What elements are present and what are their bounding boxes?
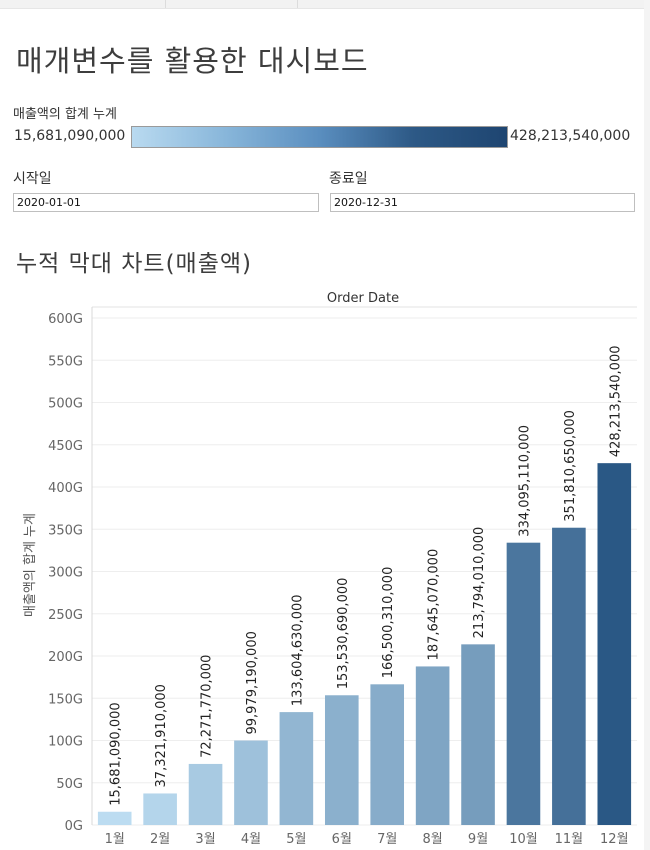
color-legend-max: 428,213,540,000 bbox=[510, 128, 631, 144]
bar-12[interactable] bbox=[597, 463, 632, 825]
bar-value-label: 428,213,540,000 bbox=[608, 346, 623, 458]
bar-value-label: 351,810,650,000 bbox=[563, 410, 578, 522]
bar-6[interactable] bbox=[324, 695, 359, 825]
bar-value-label: 334,095,110,000 bbox=[517, 425, 532, 537]
x-tick-label: 4월 bbox=[241, 832, 261, 847]
x-tick-label: 11월 bbox=[555, 832, 584, 847]
y-tick-label: 300G bbox=[48, 566, 83, 581]
color-legend-title: 매출액의 합계 누계 bbox=[13, 107, 117, 122]
bar-2[interactable] bbox=[143, 793, 177, 825]
data-labels: 15,681,090,000 37,321,910,000 72,271,770,0… bbox=[109, 346, 624, 806]
toolbar-divider bbox=[165, 0, 166, 8]
top-toolbar bbox=[0, 0, 650, 9]
color-legend-min: 15,681,090,000 bbox=[14, 128, 126, 144]
bar-value-label: 72,271,770,000 bbox=[200, 655, 215, 758]
bar-8[interactable] bbox=[415, 666, 450, 825]
y-tick-label: 100G bbox=[48, 735, 83, 750]
bar-value-label: 153,530,690,000 bbox=[336, 578, 351, 690]
y-tick-label: 200G bbox=[48, 650, 83, 665]
bar-10[interactable] bbox=[506, 542, 541, 825]
bar-value-label: 15,681,090,000 bbox=[109, 702, 124, 805]
y-tick-label: 500G bbox=[48, 397, 83, 412]
scroll-track[interactable] bbox=[644, 0, 650, 850]
gridlines bbox=[92, 317, 637, 826]
x-tick-label: 7월 bbox=[377, 832, 397, 847]
bar-value-label: 187,645,070,000 bbox=[427, 549, 442, 661]
y-tick-label: 600G bbox=[48, 312, 83, 327]
y-tick-label: 250G bbox=[48, 608, 83, 623]
end-date-input[interactable]: 2020-12-31 bbox=[330, 193, 635, 212]
x-tick-label: 8월 bbox=[423, 832, 443, 847]
bar-value-label: 166,500,310,000 bbox=[381, 567, 396, 679]
y-tick-label: 550G bbox=[48, 354, 83, 369]
y-tick-label: 0G bbox=[65, 819, 83, 834]
chart-title: 누적 막대 차트(매출액) bbox=[16, 251, 253, 277]
bar-value-label: 133,604,630,000 bbox=[290, 594, 305, 706]
x-tick-label: 12월 bbox=[600, 832, 629, 847]
x-tick-label: 3월 bbox=[195, 832, 215, 847]
bar-value-label: 213,794,010,000 bbox=[472, 527, 487, 639]
x-tick-label: 6월 bbox=[332, 832, 352, 847]
x-tick-label: 1월 bbox=[105, 832, 125, 847]
bar-11[interactable] bbox=[552, 527, 586, 825]
bar-1[interactable] bbox=[97, 811, 132, 825]
x-tick-label: 9월 bbox=[468, 832, 488, 847]
x-tick-label: 2월 bbox=[150, 832, 170, 847]
start-date-label: 시작일 bbox=[13, 171, 52, 187]
color-legend-gradient bbox=[131, 126, 508, 148]
x-axis-header: Order Date bbox=[327, 291, 399, 306]
y-tick-label: 150G bbox=[48, 692, 83, 707]
bar-7[interactable] bbox=[370, 684, 405, 825]
dashboard-title: 매개변수를 활용한 대시보드 bbox=[16, 44, 369, 78]
y-tick-label: 50G bbox=[56, 777, 83, 792]
axes: Order Date 매출액의 합계 누계 0G 50G 100G 150G 200G 2… bbox=[23, 291, 637, 847]
y-tick-label: 400G bbox=[48, 481, 83, 496]
bar-4[interactable] bbox=[234, 740, 268, 825]
bar-3[interactable] bbox=[188, 763, 223, 825]
bars bbox=[97, 463, 632, 825]
bar-9[interactable] bbox=[461, 644, 495, 825]
bar-value-label: 37,321,910,000 bbox=[154, 684, 169, 787]
bar-5[interactable] bbox=[279, 712, 314, 825]
bar-value-label: 99,979,190,000 bbox=[245, 631, 260, 734]
toolbar-divider bbox=[297, 0, 298, 8]
y-axis-title: 매출액의 합계 누계 bbox=[23, 513, 38, 617]
y-tick-label: 450G bbox=[48, 439, 83, 454]
start-date-input[interactable]: 2020-01-01 bbox=[13, 193, 319, 212]
y-tick-label: 350G bbox=[48, 523, 83, 538]
x-tick-label: 10월 bbox=[509, 832, 538, 847]
end-date-label: 종료일 bbox=[329, 171, 368, 187]
x-tick-label: 5월 bbox=[286, 832, 306, 847]
